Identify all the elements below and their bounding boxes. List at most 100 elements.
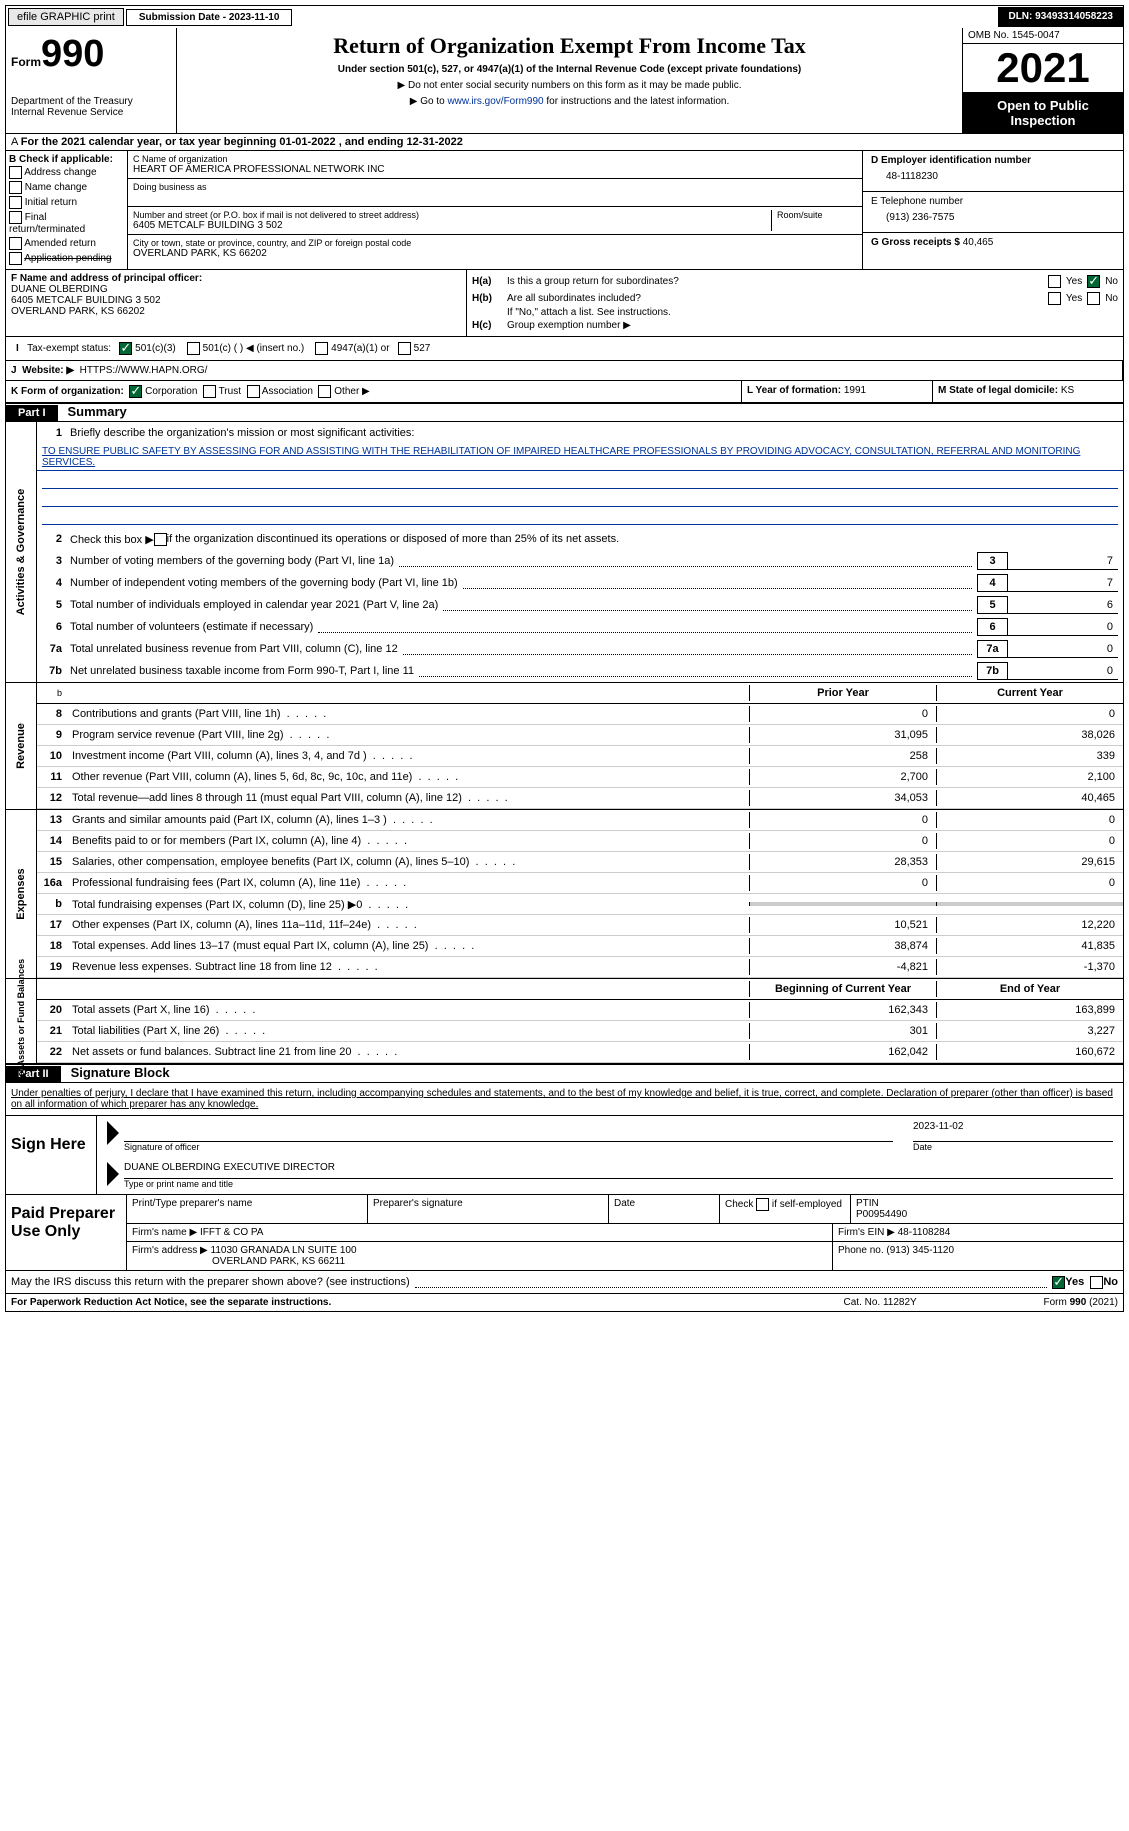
cb-address[interactable] xyxy=(9,166,22,179)
cb-assoc[interactable] xyxy=(247,385,260,398)
line-9: 9Program service revenue (Part VIII, lin… xyxy=(37,725,1123,746)
col-d: D Employer identification number48-11182… xyxy=(862,151,1123,269)
part-1-header: Part ISummary xyxy=(6,403,1123,422)
gov-line-3: 3Number of voting members of the governi… xyxy=(37,550,1123,572)
firm-phone: (913) 345-1120 xyxy=(886,1245,954,1256)
top-bar: efile GRAPHIC print Submission Date - 20… xyxy=(6,6,1123,28)
line-22: 22Net assets or fund balances. Subtract … xyxy=(37,1042,1123,1063)
curr-year-h: Current Year xyxy=(936,685,1123,701)
cb-name[interactable] xyxy=(9,181,22,194)
vtab-na: Net Assets or Fund Balances xyxy=(16,959,26,1083)
cb-self-emp[interactable] xyxy=(756,1198,769,1211)
cb-501c3[interactable] xyxy=(119,342,132,355)
efile-btn[interactable]: efile GRAPHIC print xyxy=(8,8,124,26)
line-19: 19Revenue less expenses. Subtract line 1… xyxy=(37,957,1123,978)
cb-other[interactable] xyxy=(318,385,331,398)
instr-2: ▶ Go to www.irs.gov/Form990 for instruct… xyxy=(182,96,957,107)
website[interactable]: HTTPS://WWW.HAPN.ORG/ xyxy=(80,365,208,376)
hb-yes[interactable] xyxy=(1048,292,1061,305)
activities-governance: Activities & Governance 1Briefly describ… xyxy=(6,422,1123,683)
tax-year: 2021 xyxy=(963,44,1123,93)
room-label: Room/suite xyxy=(771,210,857,231)
eoy-h: End of Year xyxy=(936,981,1123,997)
ha-no[interactable] xyxy=(1087,275,1100,288)
revenue-section: Revenue bPrior YearCurrent Year 8Contrib… xyxy=(6,683,1123,810)
line-18: 18Total expenses. Add lines 13–17 (must … xyxy=(37,936,1123,957)
cb-discontinued[interactable] xyxy=(154,533,167,546)
vtab-rev: Revenue xyxy=(15,723,27,769)
hb-no[interactable] xyxy=(1087,292,1100,305)
cb-discuss-no[interactable] xyxy=(1090,1276,1103,1289)
ein: 48-1118230 xyxy=(871,166,1115,187)
gov-line-7a: 7aTotal unrelated business revenue from … xyxy=(37,638,1123,660)
cb-corp[interactable] xyxy=(129,385,142,398)
instr-1: ▶ Do not enter social security numbers o… xyxy=(182,80,957,91)
org-name-label: C Name of organization xyxy=(133,154,857,164)
cb-527[interactable] xyxy=(398,342,411,355)
line-13: 13Grants and similar amounts paid (Part … xyxy=(37,810,1123,831)
cb-pending[interactable] xyxy=(9,252,22,265)
firm-addr: 11030 GRANADA LN SUITE 100 xyxy=(211,1245,357,1256)
omb: OMB No. 1545-0047 xyxy=(963,28,1123,44)
q1: Briefly describe the organization's miss… xyxy=(70,427,414,439)
prep-name-label: Print/Type preparer's name xyxy=(127,1195,368,1223)
discuss-q: May the IRS discuss this return with the… xyxy=(11,1276,410,1288)
gov-line-7b: 7bNet unrelated business taxable income … xyxy=(37,660,1123,682)
line-8: 8Contributions and grants (Part VIII, li… xyxy=(37,704,1123,725)
cb-initial[interactable] xyxy=(9,196,22,209)
prep-date-label: Date xyxy=(609,1195,720,1223)
cb-4947[interactable] xyxy=(315,342,328,355)
firm-name: IFFT & CO PA xyxy=(200,1227,264,1238)
gov-line-4: 4Number of independent voting members of… xyxy=(37,572,1123,594)
cb-amended[interactable] xyxy=(9,237,22,250)
officer-name: DUANE OLBERDING xyxy=(11,284,108,295)
city-label: City or town, state or province, country… xyxy=(133,238,857,248)
domicile: KS xyxy=(1061,385,1074,396)
prep-sig-label: Preparer's signature xyxy=(368,1195,609,1223)
form-num: Form990 xyxy=(11,33,171,76)
sign-label: Sign Here xyxy=(6,1116,97,1194)
inspection: Open to Public Inspection xyxy=(963,93,1123,133)
addr-label: Number and street (or P.O. box if mail i… xyxy=(133,210,771,220)
vtab-exp: Expenses xyxy=(15,868,27,919)
sign-here: Sign Here Signature of officer 2023-11-0… xyxy=(6,1116,1123,1195)
vtab-gov: Activities & Governance xyxy=(15,489,27,616)
form-subtitle: Under section 501(c), 527, or 4947(a)(1)… xyxy=(182,64,957,75)
line-10: 10Investment income (Part VIII, column (… xyxy=(37,746,1123,767)
declaration: Under penalties of perjury, I declare th… xyxy=(6,1083,1123,1116)
net-assets-section: Net Assets or Fund Balances Beginning of… xyxy=(6,979,1123,1064)
foot-c: Cat. No. 11282Y xyxy=(844,1297,1044,1308)
b-label: B Check if applicable: xyxy=(9,154,113,165)
sig-officer-label: Signature of officer xyxy=(124,1142,893,1152)
section-bcd: B Check if applicable: Address change Na… xyxy=(6,151,1123,270)
line-15: 15Salaries, other compensation, employee… xyxy=(37,852,1123,873)
section-fh: F Name and address of principal officer:… xyxy=(6,270,1123,337)
firm-ein: 48-1108284 xyxy=(898,1227,951,1238)
cb-501c[interactable] xyxy=(187,342,200,355)
form-990: efile GRAPHIC print Submission Date - 20… xyxy=(5,5,1124,1312)
expenses-section: Expenses 13Grants and similar amounts pa… xyxy=(6,810,1123,979)
section-klm: K Form of organization: Corporation Trus… xyxy=(6,381,1123,403)
cb-final[interactable] xyxy=(9,211,22,224)
cb-discuss-yes[interactable] xyxy=(1052,1276,1065,1289)
sig-date-label: Date xyxy=(913,1142,1113,1152)
gov-line-6: 6Total number of volunteers (estimate if… xyxy=(37,616,1123,638)
paid-preparer: Paid Preparer Use Only Print/Type prepar… xyxy=(6,1195,1123,1271)
foot-l: For Paperwork Reduction Act Notice, see … xyxy=(11,1297,844,1308)
cb-trust[interactable] xyxy=(203,385,216,398)
tel: (913) 236-7575 xyxy=(871,207,1115,228)
footer: For Paperwork Reduction Act Notice, see … xyxy=(6,1294,1123,1311)
dept: Department of the Treasury Internal Reve… xyxy=(11,96,171,118)
line-11: 11Other revenue (Part VIII, column (A), … xyxy=(37,767,1123,788)
prep-label: Paid Preparer Use Only xyxy=(6,1195,127,1270)
ha-yes[interactable] xyxy=(1048,275,1061,288)
line-b: bTotal fundraising expenses (Part IX, co… xyxy=(37,894,1123,915)
prior-year-h: Prior Year xyxy=(749,685,936,701)
officer-addr: 6405 METCALF BUILDING 3 502 xyxy=(11,295,161,306)
irs-link[interactable]: www.irs.gov/Form990 xyxy=(447,96,543,107)
part-2-header: Part IISignature Block xyxy=(6,1064,1123,1083)
line-20: 20Total assets (Part X, line 16) . . . .… xyxy=(37,1000,1123,1021)
mission: TO ENSURE PUBLIC SAFETY BY ASSESSING FOR… xyxy=(37,444,1123,471)
ptin: P00954490 xyxy=(856,1209,907,1220)
line-17: 17Other expenses (Part IX, column (A), l… xyxy=(37,915,1123,936)
